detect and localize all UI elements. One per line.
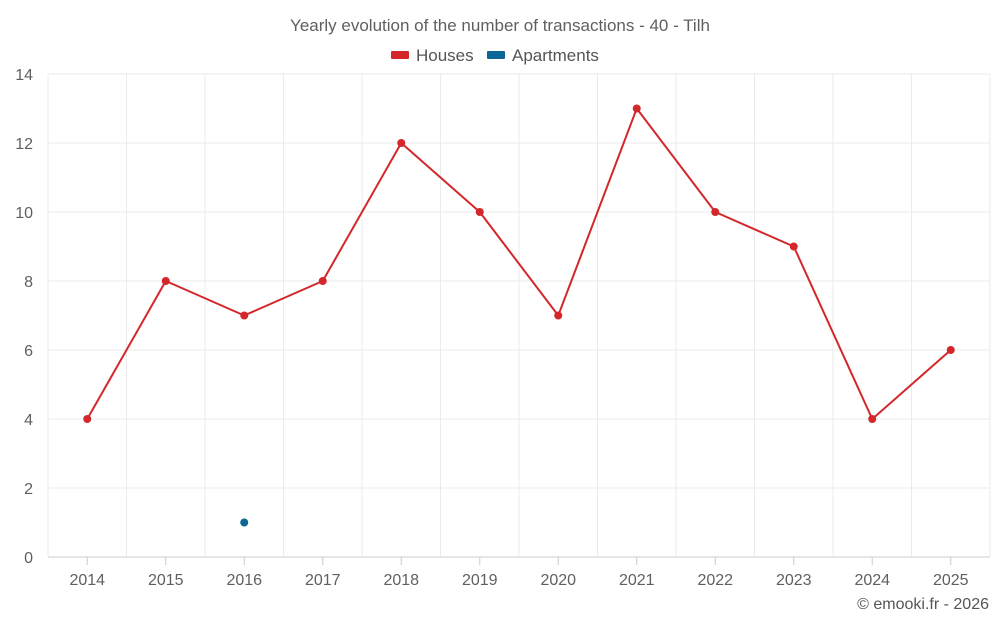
x-tick-label: 2019: [462, 572, 498, 589]
data-point-houses[interactable]: [161, 277, 170, 285]
y-tick-label: 6: [24, 343, 33, 360]
y-tick-label: 2: [24, 481, 33, 498]
x-tick-label: 2023: [776, 572, 812, 589]
data-point-houses[interactable]: [789, 242, 798, 251]
legend-item-houses[interactable]: Houses: [391, 46, 474, 65]
data-point-houses[interactable]: [397, 139, 406, 147]
legend-swatch-apartments: [487, 51, 505, 59]
x-tick-label: 2017: [305, 572, 341, 589]
credit-text: © emooki.fr - 2026: [857, 596, 989, 613]
legend-label-houses: Houses: [416, 46, 474, 65]
data-point-houses[interactable]: [554, 311, 563, 320]
data-point-houses[interactable]: [711, 208, 720, 216]
legend-item-apartments[interactable]: Apartments: [487, 46, 599, 65]
y-tick-label: 12: [15, 136, 33, 153]
x-tick-label: 2025: [933, 572, 969, 589]
grid-lines: [47, 73, 991, 558]
legend-swatch-houses: [391, 51, 409, 59]
x-tick-label: 2016: [226, 572, 262, 589]
legend: Houses Apartments: [391, 46, 599, 65]
x-axis-ticks: 2014 2015 2016 2017 2018 2019 2020 2021 2022 2023…: [69, 557, 969, 589]
y-tick-label: 8: [24, 274, 33, 291]
x-tick-label: 2015: [148, 572, 184, 589]
data-point-houses[interactable]: [83, 415, 92, 423]
y-tick-label: 0: [24, 550, 33, 567]
data-point-houses[interactable]: [318, 277, 327, 285]
data-point-houses[interactable]: [475, 208, 484, 216]
legend-label-apartments: Apartments: [512, 46, 599, 65]
data-point-apartments[interactable]: [240, 518, 249, 527]
y-axis-ticks: 0 2 4 6 8 10 12 14: [15, 67, 33, 567]
chart-title: Yearly evolution of the number of transa…: [290, 16, 710, 35]
x-tick-label: 2014: [69, 572, 105, 589]
data-point-houses[interactable]: [632, 104, 641, 113]
y-tick-label: 14: [15, 67, 33, 84]
x-tick-label: 2020: [540, 572, 576, 589]
series-line-houses: [86, 107, 952, 420]
data-point-houses[interactable]: [946, 346, 955, 354]
x-tick-label: 2018: [383, 572, 419, 589]
data-point-houses[interactable]: [868, 415, 877, 423]
y-tick-label: 4: [24, 412, 33, 429]
x-tick-label: 2022: [697, 572, 733, 589]
data-point-houses[interactable]: [240, 311, 249, 320]
y-tick-label: 10: [15, 205, 33, 222]
series-layer: [83, 104, 955, 527]
x-tick-label: 2021: [619, 572, 655, 589]
x-tick-label: 2024: [854, 572, 890, 589]
